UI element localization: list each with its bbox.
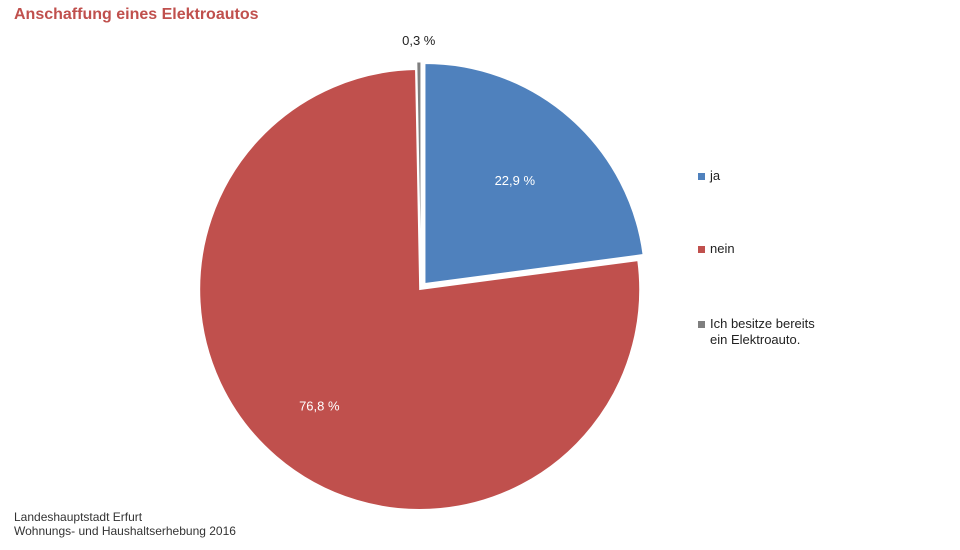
legend-label-ja: ja xyxy=(710,168,720,184)
data-label-nein: 76,8 % xyxy=(299,398,340,413)
slice-ja xyxy=(424,62,644,285)
chart-title: Anschaffung eines Elektroautos xyxy=(14,6,259,23)
slice-nein xyxy=(199,69,641,510)
legend-label-line: Ich besitze bereits xyxy=(710,316,815,331)
source-line-1: Landeshauptstadt Erfurt xyxy=(14,510,143,524)
legend-label-line: nein xyxy=(710,241,735,256)
legend-label-nein: nein xyxy=(710,241,735,257)
legend-label-line: ja xyxy=(710,168,721,183)
slice-besitze xyxy=(416,61,422,283)
legend-swatch-nein xyxy=(698,246,705,253)
legend-item-besitze: Ich besitze bereits ein Elektroauto. xyxy=(698,316,815,348)
legend-item-nein: nein xyxy=(698,241,735,257)
source-note: Landeshauptstadt Erfurt Wohnungs- und Ha… xyxy=(14,510,236,538)
source-line-2: Wohnungs- und Haushaltserhebung 2016 xyxy=(14,524,236,538)
legend-swatch-besitze xyxy=(698,321,705,328)
legend-item-ja: ja xyxy=(698,168,720,184)
legend-label-line: ein Elektroauto. xyxy=(710,332,801,347)
legend-label-besitze: Ich besitze bereits ein Elektroauto. xyxy=(710,316,815,348)
data-label-besitze: 0,3 % xyxy=(402,33,436,48)
legend-swatch-ja xyxy=(698,173,705,180)
data-label-ja: 22,9 % xyxy=(495,173,536,188)
